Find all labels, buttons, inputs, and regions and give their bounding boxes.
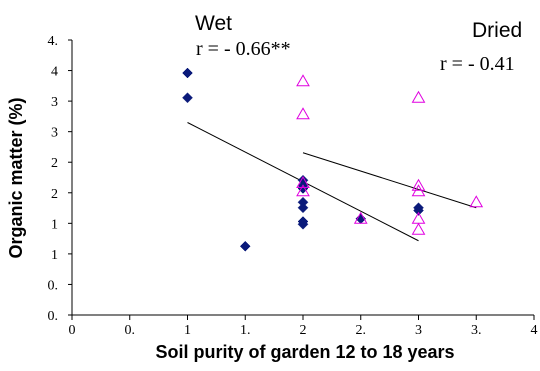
y-tick-label: 2: [51, 187, 58, 202]
data-point-wet: [182, 92, 193, 104]
data-point-dried: [469, 195, 484, 208]
data-point-dried: [296, 74, 310, 87]
correlation-label-wet: r = - 0.66**: [196, 38, 291, 60]
y-tick-label: 1: [51, 248, 58, 263]
y-tick-label: 4: [51, 65, 58, 80]
y-tick-label: 4.: [48, 34, 59, 49]
data-point-dried: [411, 184, 426, 197]
data-point-wet: [413, 205, 424, 216]
x-axis-label: Soil purity of garden 12 to 18 years: [155, 342, 454, 362]
y-tick-label: 0.: [48, 278, 59, 293]
x-tick-label: 2.: [356, 323, 367, 338]
x-axis-ticks: 0 0. 1 1. 2 2. 3 3. 4: [69, 315, 538, 338]
data-point-wet: [297, 202, 309, 214]
trendlines: [187, 122, 477, 242]
y-tick-label: 0.: [48, 309, 59, 324]
x-tick-label: 4: [531, 323, 538, 338]
y-axis-ticks: 0. 0. 1 1 2 2 3 3 4 4.: [48, 34, 72, 324]
data-point-dried: [296, 184, 310, 197]
data-point-dried: [411, 178, 426, 191]
data-markers: [182, 67, 484, 252]
y-tick-label: 3: [51, 95, 58, 110]
correlation-label-dried: r = - 0.41: [440, 53, 515, 75]
data-point-dried: [411, 90, 426, 103]
x-tick-label: 2: [300, 323, 307, 338]
series-label-wet: Wet: [195, 12, 232, 35]
y-tick-label: 3: [51, 126, 58, 141]
data-point-wet: [297, 218, 309, 230]
x-tick-label: 0.: [125, 323, 136, 338]
data-point-wet: [297, 183, 309, 194]
data-point-dried: [411, 222, 426, 235]
data-point-wet: [239, 240, 251, 252]
x-tick-label: 1.: [240, 323, 251, 338]
x-tick-label: 3.: [471, 323, 482, 338]
x-tick-label: 3: [415, 323, 422, 338]
series-label-dried: Dried: [472, 19, 522, 42]
y-tick-label: 2: [51, 156, 58, 171]
trendline-dried: [302, 152, 477, 209]
data-point-dried: [296, 107, 310, 120]
x-tick-label: 0: [69, 323, 76, 338]
x-tick-label: 1: [184, 323, 191, 338]
data-point-dried: [353, 211, 368, 224]
data-point-dried: [296, 175, 310, 188]
y-tick-label: 1: [51, 217, 58, 232]
y-axis-label: Organic matter (%): [6, 97, 26, 258]
data-point-wet: [182, 67, 193, 79]
